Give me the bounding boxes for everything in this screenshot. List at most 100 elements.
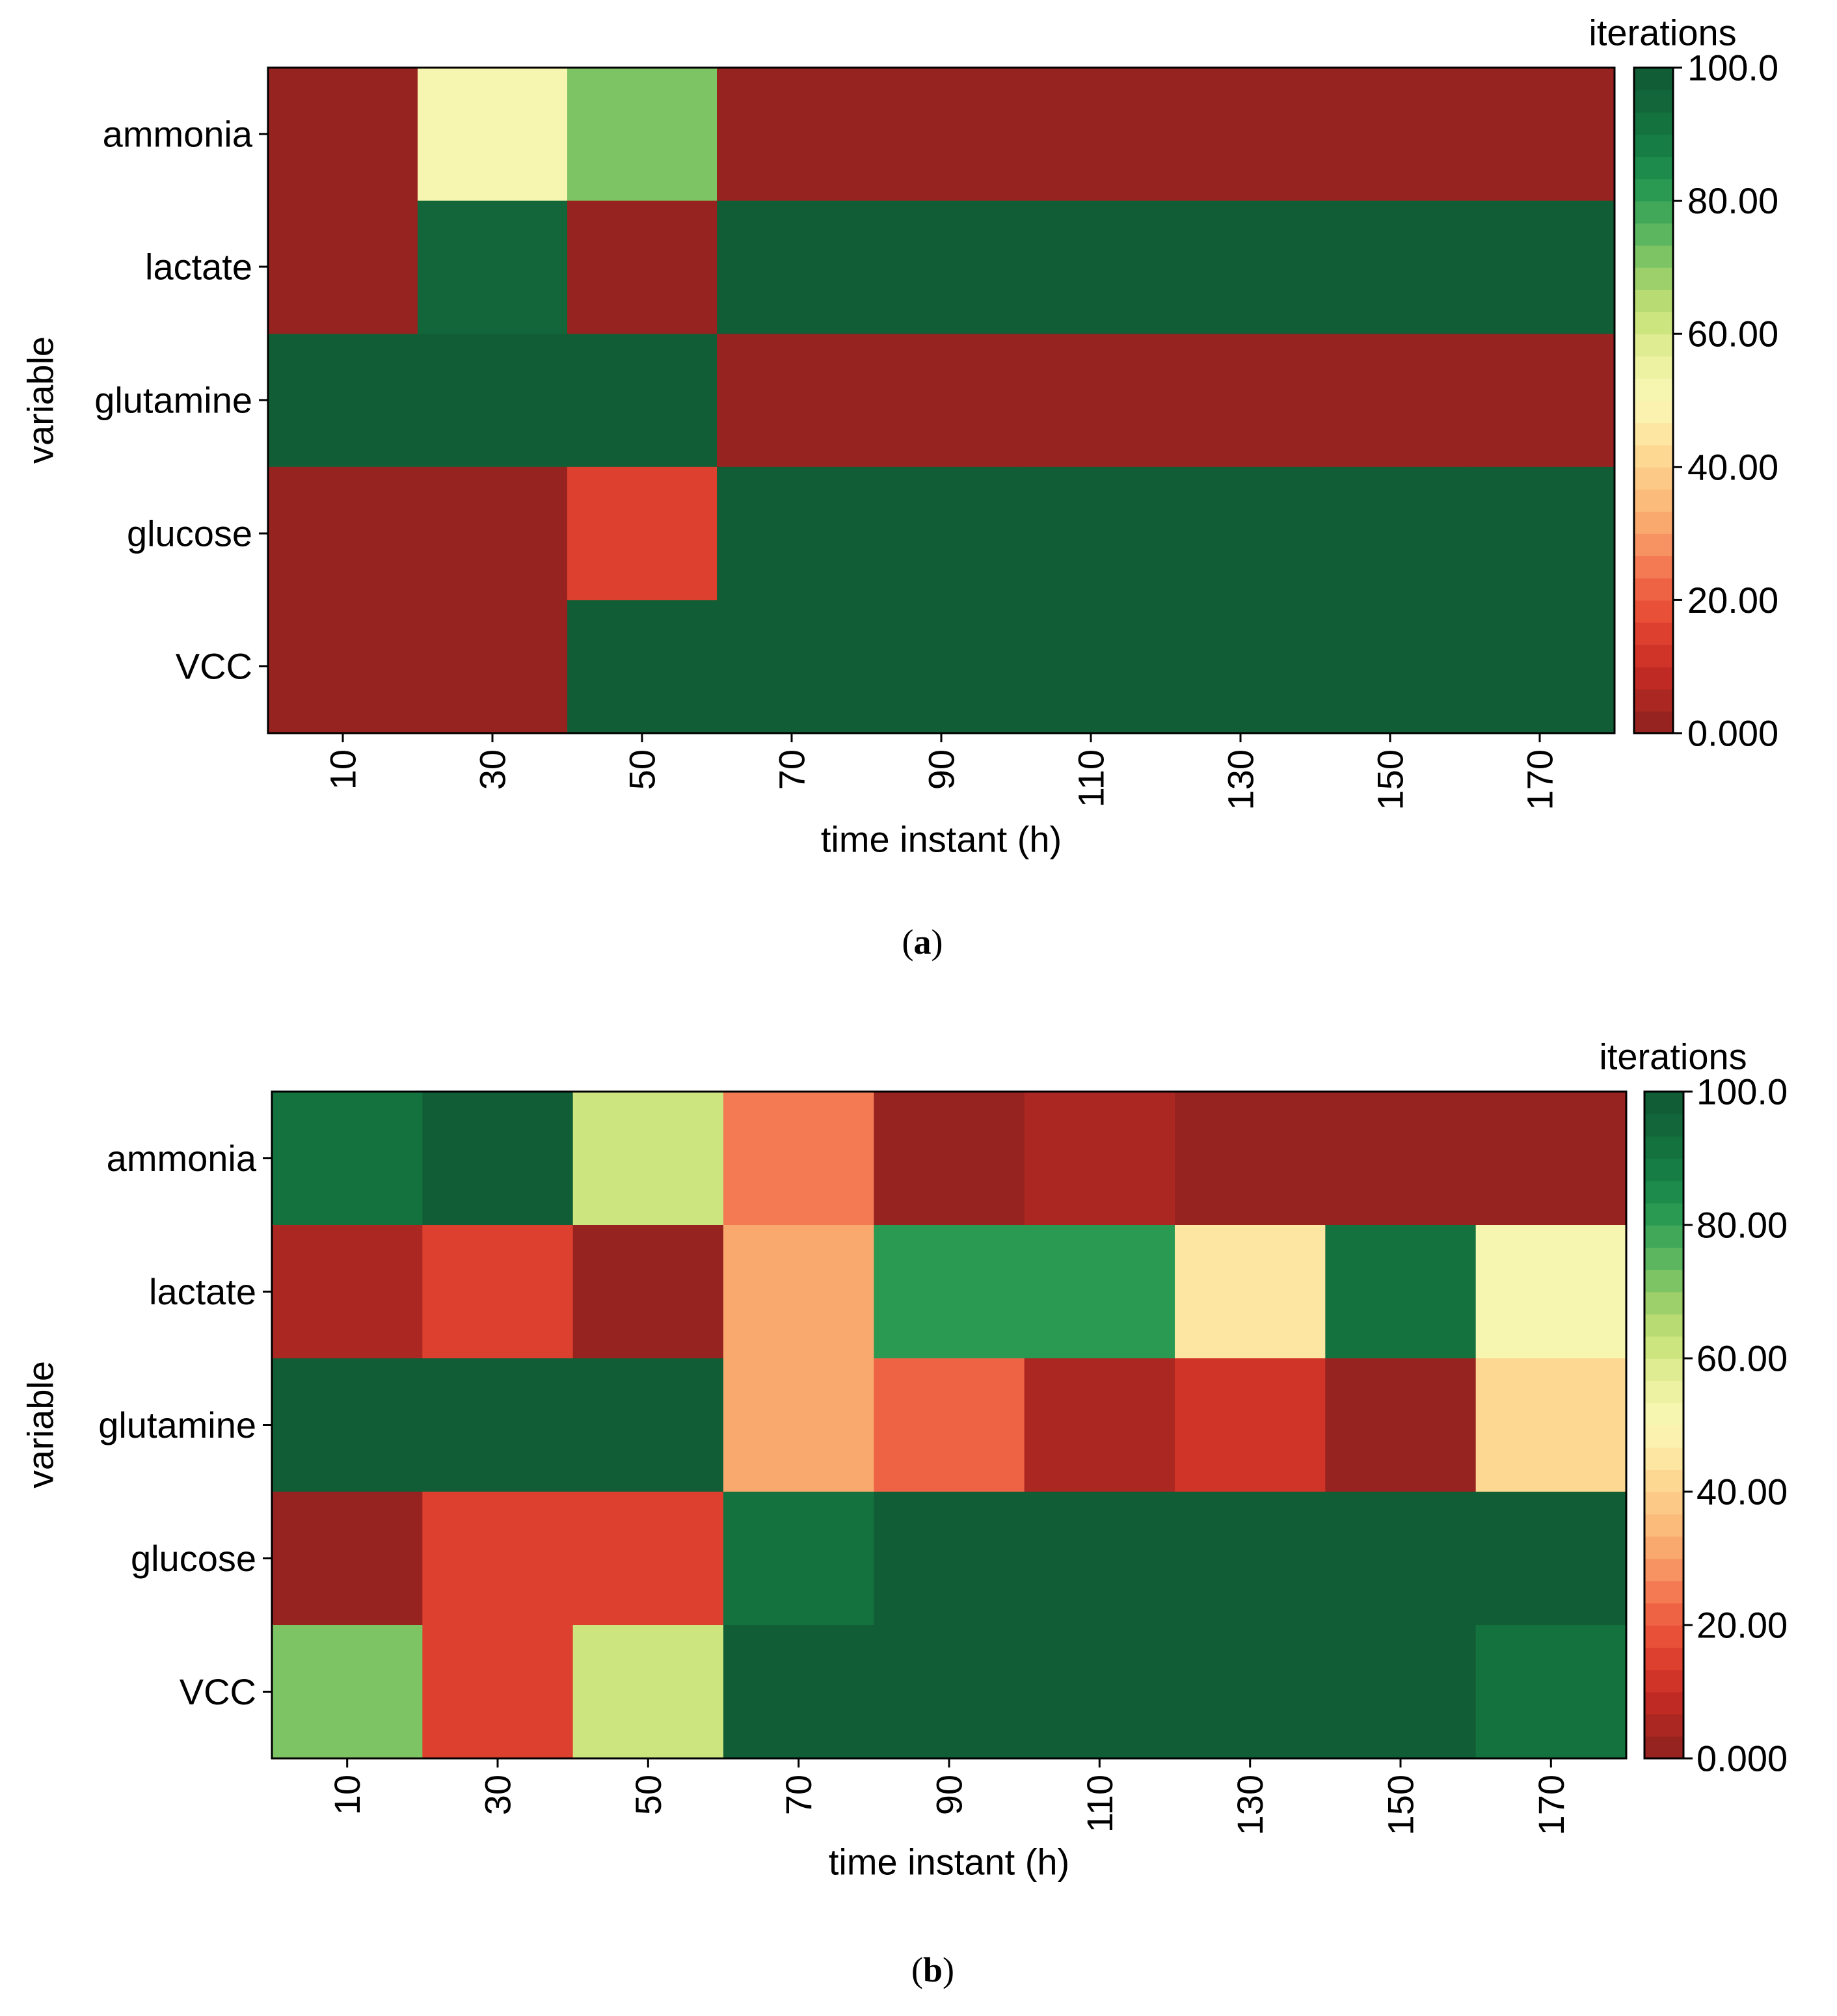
heatmap-cell-ammonia-170 <box>1465 68 1615 202</box>
heatmap-cell-vcc-150 <box>1315 600 1466 734</box>
heatmap-cell-glucose-50 <box>572 1492 724 1626</box>
x-tick-label-170: 170 <box>1520 749 1561 810</box>
colorbar-tick-label-80: 80.00 <box>1687 180 1778 221</box>
colorbar-segment <box>1644 1558 1683 1581</box>
x-tick-label-30: 30 <box>472 749 513 790</box>
colorbar-a-segments <box>1634 68 1673 734</box>
heatmap-cell-ammonia-70 <box>723 1092 875 1226</box>
colorbar-a: 100.0 80.00 60.00 40.00 20.00 0.000 iter… <box>1589 12 1778 754</box>
panel-label-open: ( <box>902 922 914 961</box>
colorbar-segment <box>1634 556 1673 579</box>
colorbar-a-frame <box>1633 66 1674 734</box>
heatmap-cell-ammonia-10 <box>268 68 418 202</box>
colorbar-segment <box>1634 622 1673 645</box>
heatmap-cell-ammonia-150 <box>1325 1092 1477 1226</box>
colorbar-segment <box>1634 578 1673 601</box>
panel-label-letter: b <box>923 1950 943 1989</box>
heatmap-a-y-axis: ammonia lactate glutamine glucose VCC va… <box>20 114 268 687</box>
heatmap-cell-lactate-170 <box>1475 1225 1627 1359</box>
heatmap-cell-vcc-90 <box>874 1625 1025 1759</box>
heatmap-cell-glucose-10 <box>272 1492 423 1626</box>
colorbar-segment <box>1634 444 1673 468</box>
heatmap-cell-glutamine-50 <box>567 334 717 468</box>
y-tick-label-ammonia: ammonia <box>107 1138 257 1179</box>
colorbar-segment <box>1634 289 1673 312</box>
colorbar-segment <box>1634 200 1673 224</box>
heatmap-cell-glucose-150 <box>1325 1492 1477 1626</box>
panel-label-b: (b) <box>911 1950 954 1989</box>
heatmap-cell-ammonia-30 <box>422 1092 574 1226</box>
heatmap-a-x-axis: 10 30 50 70 90 110 130 150 170 time inst… <box>323 733 1561 860</box>
y-axis-title: variable <box>20 1361 61 1488</box>
heatmap-cell-ammonia-110 <box>1024 1092 1175 1226</box>
heatmap-cell-vcc-10 <box>272 1625 423 1759</box>
panel-label-close: ) <box>932 922 943 961</box>
heatmap-cell-vcc-110 <box>1024 1625 1175 1759</box>
heatmap-cell-lactate-30 <box>422 1225 574 1359</box>
heatmap-cell-lactate-90 <box>866 200 1017 334</box>
colorbar-segment <box>1644 1602 1683 1626</box>
heatmap-cell-glucose-90 <box>874 1492 1025 1626</box>
heatmap-cell-glucose-110 <box>1016 466 1166 601</box>
x-tick-label-90: 90 <box>929 1775 970 1815</box>
heatmap-cell-glucose-70 <box>717 466 867 601</box>
colorbar-segment <box>1644 1425 1683 1448</box>
colorbar-title: iterations <box>1589 12 1736 53</box>
panel-label-a: (a) <box>902 922 943 961</box>
heatmap-cell-lactate-50 <box>567 200 717 334</box>
heatmap-cell-ammonia-110 <box>1016 68 1166 202</box>
heatmap-cell-glucose-10 <box>268 466 418 601</box>
colorbar-segment <box>1644 1269 1683 1293</box>
x-tick-label-30: 30 <box>477 1775 518 1815</box>
x-tick-label-150: 150 <box>1380 1775 1421 1835</box>
heatmap-cell-lactate-10 <box>272 1225 423 1359</box>
panel-label-close: ) <box>943 1950 954 1989</box>
heatmap-cell-vcc-50 <box>567 600 717 734</box>
colorbar-segment <box>1634 356 1673 379</box>
heatmap-cell-glutamine-110 <box>1024 1358 1175 1492</box>
colorbar-segment <box>1644 1358 1683 1381</box>
heatmap-cell-ammonia-150 <box>1315 68 1466 202</box>
y-tick-label-glutamine: glutamine <box>98 1404 256 1445</box>
heatmap-cell-ammonia-170 <box>1475 1092 1627 1226</box>
heatmap-cell-vcc-50 <box>572 1625 724 1759</box>
colorbar-tick-label-0: 0.000 <box>1687 713 1778 754</box>
heatmap-cell-glucose-70 <box>723 1492 875 1626</box>
colorbar-segment <box>1644 1291 1683 1315</box>
x-tick-label-70: 70 <box>778 1775 819 1815</box>
heatmap-cell-vcc-170 <box>1465 600 1615 734</box>
heatmap-cell-lactate-70 <box>717 200 867 334</box>
y-tick-label-lactate: lactate <box>145 247 252 288</box>
colorbar-segment <box>1644 1536 1683 1559</box>
colorbar-segment <box>1644 1136 1683 1159</box>
heatmap-cell-ammonia-70 <box>717 68 867 202</box>
heatmap-cell-glucose-110 <box>1024 1492 1175 1626</box>
heatmap-cell-vcc-30 <box>418 600 568 734</box>
y-tick-label-lactate: lactate <box>149 1271 256 1312</box>
heatmap-cell-vcc-150 <box>1325 1625 1477 1759</box>
colorbar-segment <box>1644 1092 1683 1114</box>
heatmap-cell-glutamine-30 <box>422 1358 574 1492</box>
heatmap-cell-lactate-110 <box>1024 1225 1175 1359</box>
colorbar-segment <box>1634 90 1673 113</box>
colorbar-tick-label-20: 20.00 <box>1696 1605 1788 1646</box>
colorbar-segment <box>1644 1403 1683 1426</box>
heatmap-cell-glucose-130 <box>1166 466 1316 601</box>
heatmap-cell-vcc-130 <box>1166 600 1316 734</box>
heatmap-cell-glucose-90 <box>866 466 1017 601</box>
heatmap-b-y-axis: ammonia lactate glutamine glucose VCC va… <box>20 1138 272 1712</box>
heatmap-a-cells <box>268 68 1615 734</box>
colorbar-tick-label-100: 100.0 <box>1687 47 1778 88</box>
heatmap-cell-glutamine-10 <box>272 1358 423 1492</box>
heatmap-cell-glutamine-150 <box>1325 1358 1477 1492</box>
colorbar-segment <box>1644 1736 1683 1759</box>
heatmap-cell-glucose-50 <box>567 466 717 601</box>
colorbar-segment <box>1634 178 1673 202</box>
heatmap-cell-glutamine-90 <box>866 334 1017 468</box>
heatmap-cell-glucose-130 <box>1175 1492 1326 1626</box>
heatmap-cell-glutamine-70 <box>717 334 867 468</box>
colorbar-segment <box>1644 1380 1683 1404</box>
colorbar-segment <box>1644 1669 1683 1693</box>
colorbar-segment <box>1634 68 1673 90</box>
heatmap-cell-ammonia-90 <box>874 1092 1025 1226</box>
